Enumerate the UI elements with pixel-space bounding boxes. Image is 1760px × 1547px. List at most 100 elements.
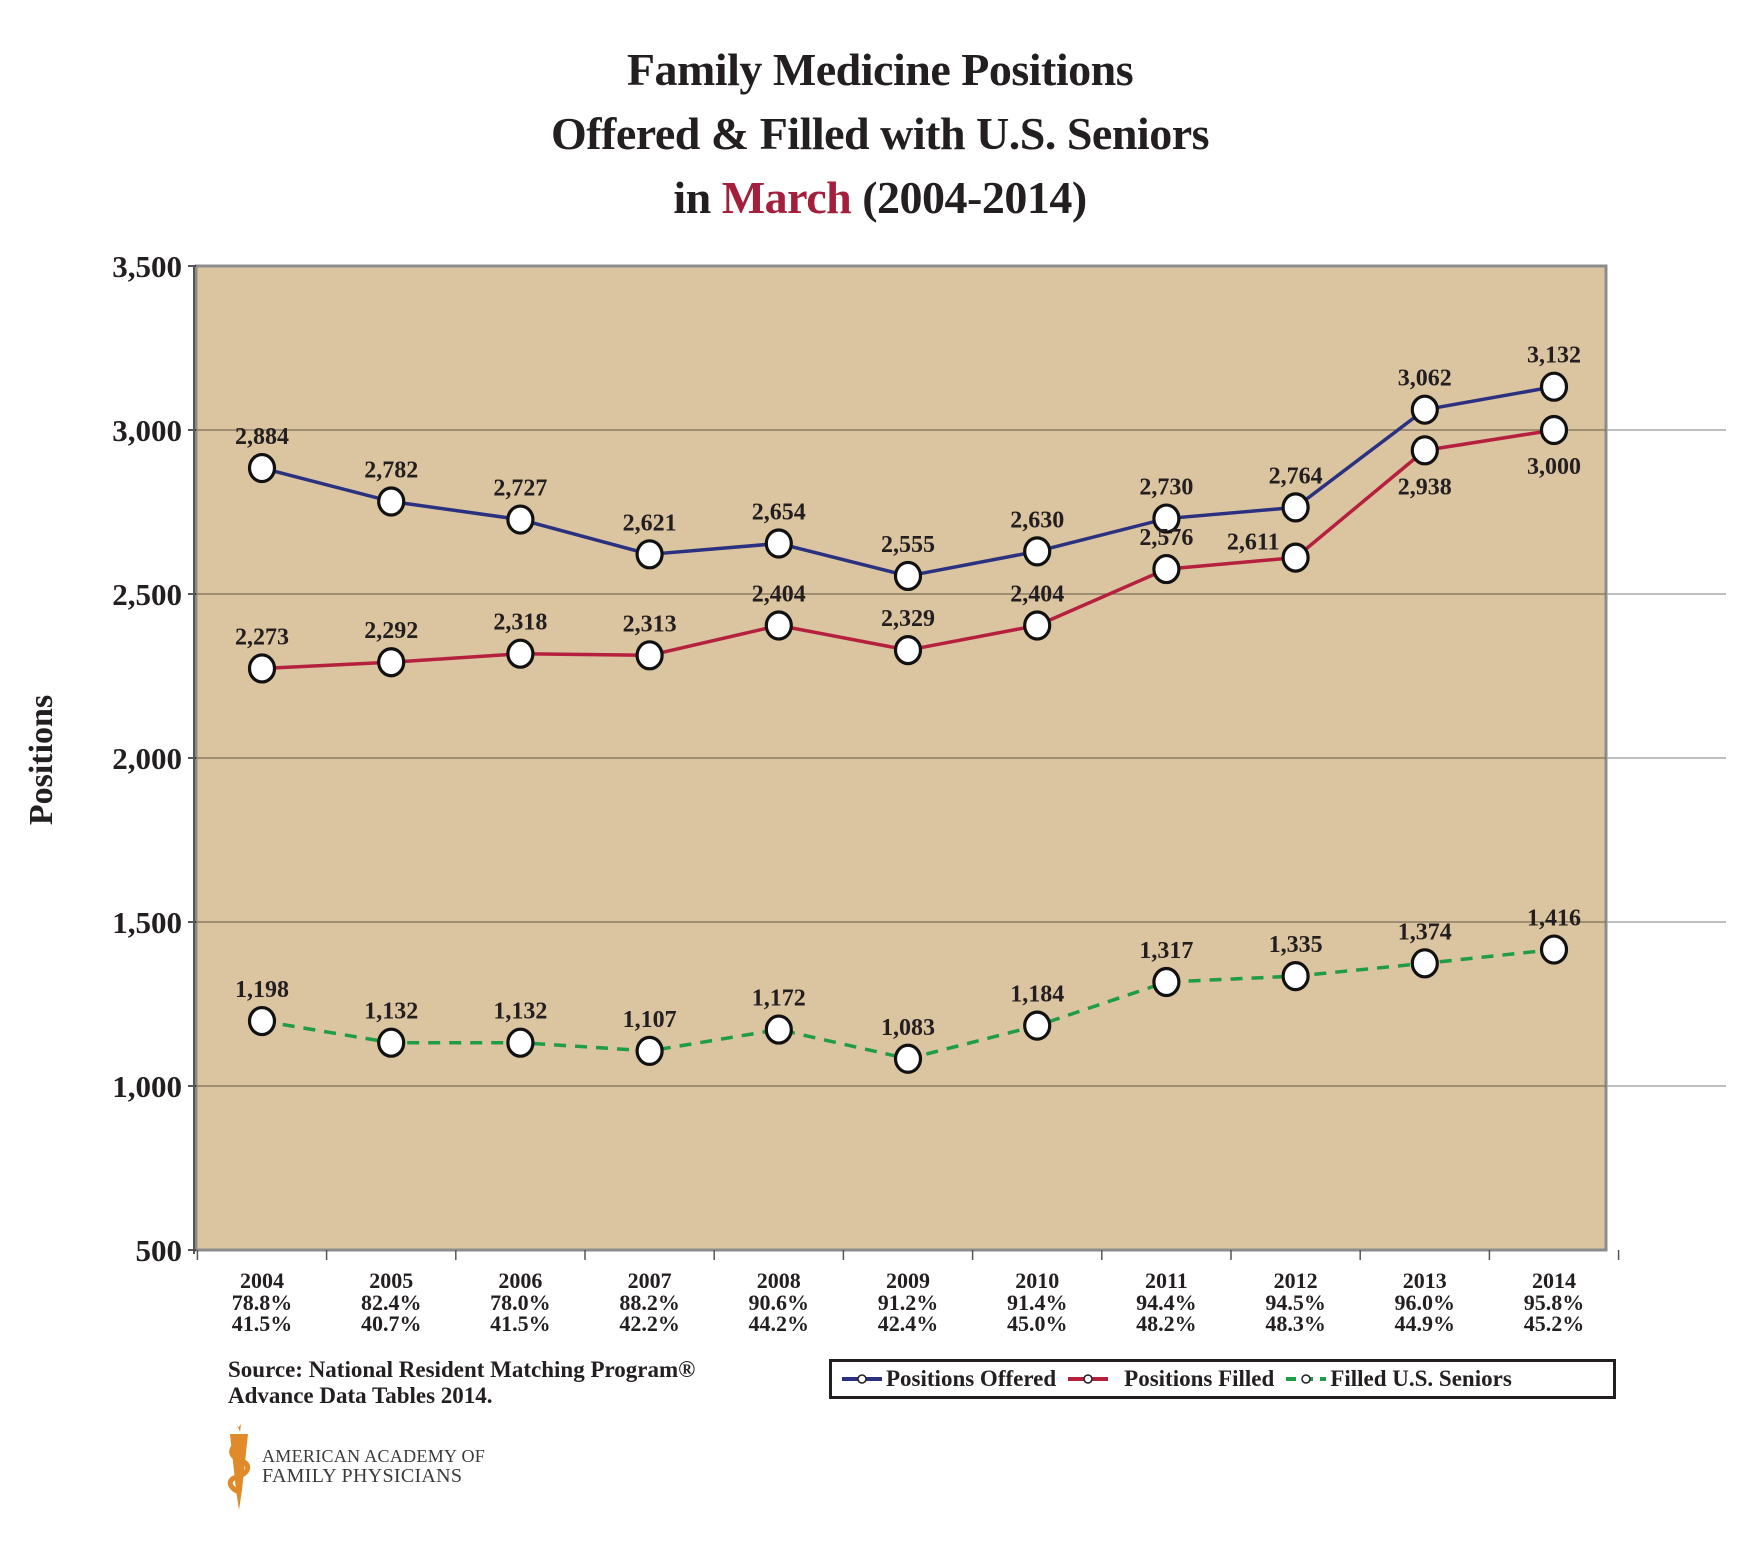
data-point	[1410, 435, 1439, 466]
data-point	[893, 634, 923, 666]
title-line-1: Family Medicine Positions	[626, 44, 1134, 95]
x-sublabel-senior-rate: 41.5%	[232, 1311, 293, 1336]
legend-item-positions-filled: Positions Filled	[1068, 1366, 1274, 1392]
data-point	[1152, 966, 1181, 998]
data-label: 2,404	[1010, 581, 1064, 607]
x-tick-label: 2014	[1532, 1268, 1576, 1293]
source-note: Source: National Resident Matching Progr…	[228, 1357, 695, 1409]
data-point	[764, 1014, 793, 1045]
x-tick-label: 2010	[1015, 1268, 1059, 1293]
y-tick-label: 3,500	[112, 249, 182, 284]
data-point	[1281, 542, 1310, 573]
data-label: 1,198	[235, 977, 289, 1003]
chart-legend: Positions Offered Positions Filled Fille…	[829, 1359, 1616, 1399]
data-point	[1539, 371, 1569, 402]
data-point	[635, 539, 664, 570]
title-line-2: Offered & Filled with U.S. Seniors	[550, 108, 1210, 159]
y-axis-title: Positions	[23, 695, 60, 825]
x-tick-label: 2006	[498, 1268, 542, 1293]
data-point	[1410, 948, 1439, 979]
data-point	[764, 610, 793, 641]
data-label: 2,764	[1269, 463, 1323, 489]
data-point	[635, 640, 664, 671]
x-sublabel-fill-rate: 88.2%	[619, 1290, 680, 1315]
data-label: 2,654	[752, 499, 806, 525]
data-point	[1281, 492, 1310, 523]
legend-item-positions-offered: Positions Offered	[842, 1366, 1056, 1392]
x-sublabel-fill-rate: 94.4%	[1136, 1290, 1197, 1315]
data-label: 2,730	[1139, 475, 1193, 501]
logo-text: AMERICAN ACADEMY OF FAMILY PHYSICIANS	[262, 1446, 485, 1486]
x-sublabel-senior-rate: 42.2%	[619, 1311, 680, 1336]
x-tick-label: 2007	[628, 1268, 672, 1293]
x-sublabel-senior-rate: 41.5%	[490, 1311, 551, 1336]
x-sublabel-fill-rate: 78.0%	[490, 1290, 551, 1315]
y-tick-label: 1,000	[112, 1069, 182, 1104]
logo-line-2: FAMILY PHYSICIANS	[262, 1465, 463, 1487]
data-point	[893, 560, 923, 592]
x-sublabel-senior-rate: 44.2%	[749, 1311, 810, 1336]
source-line-2: Advance Data Tables 2014.	[228, 1383, 493, 1408]
data-label: 1,374	[1398, 919, 1452, 945]
x-sublabel-senior-rate: 42.4%	[878, 1311, 939, 1336]
x-sublabel-fill-rate: 82.4%	[361, 1290, 422, 1315]
data-point	[1410, 394, 1439, 425]
data-label: 3,132	[1527, 343, 1581, 369]
legend-swatch-filled-icon	[1068, 1374, 1109, 1384]
data-point	[247, 653, 277, 684]
y-tick-label: 2,500	[112, 577, 182, 612]
data-label: 2,884	[235, 424, 289, 450]
data-point	[1152, 553, 1181, 585]
x-sublabel-fill-rate: 94.5%	[1265, 1290, 1326, 1315]
x-sublabel-fill-rate: 91.4%	[1007, 1290, 1068, 1315]
x-tick-label: 2005	[369, 1268, 413, 1293]
legend-swatch-seniors-icon	[1286, 1374, 1327, 1384]
data-label: 2,611	[1227, 530, 1280, 556]
data-label: 2,273	[235, 624, 289, 650]
data-point	[247, 1005, 277, 1037]
data-point	[1023, 536, 1052, 567]
data-point	[377, 1027, 406, 1058]
data-point	[377, 647, 406, 678]
data-label: 1,416	[1527, 906, 1581, 932]
legend-label: Positions Offered	[886, 1366, 1057, 1391]
x-sublabel-senior-rate: 45.2%	[1524, 1311, 1585, 1336]
x-tick-label: 2009	[886, 1268, 930, 1293]
data-label: 2,621	[623, 510, 677, 536]
title-accent-month: March	[721, 172, 852, 223]
y-tick-label: 1,500	[112, 905, 182, 940]
title-line-3: in March (2004-2014)	[0, 166, 1760, 230]
data-point	[1023, 1010, 1052, 1041]
aafp-logo: AMERICAN ACADEMY OF FAMILY PHYSICIANS	[224, 1420, 485, 1512]
x-sublabel-senior-rate: 40.7%	[361, 1311, 422, 1336]
x-sublabel-senior-rate: 44.9%	[1395, 1311, 1456, 1336]
data-point	[377, 486, 406, 517]
data-label: 2,318	[493, 610, 547, 636]
x-sublabel-fill-rate: 96.0%	[1395, 1290, 1456, 1315]
data-point	[1539, 934, 1569, 965]
data-point	[506, 1027, 535, 1058]
data-label: 2,555	[881, 532, 935, 558]
data-label: 2,404	[752, 581, 806, 607]
data-label: 1,107	[623, 1007, 677, 1033]
data-label: 1,335	[1269, 932, 1323, 958]
data-label: 2,313	[623, 611, 677, 637]
torch-caduceus-icon	[227, 1422, 251, 1510]
x-tick-label: 2011	[1145, 1268, 1188, 1293]
data-point	[1539, 414, 1569, 446]
legend-label: Filled U.S. Seniors	[1330, 1366, 1512, 1391]
x-tick-label: 2008	[757, 1268, 801, 1293]
data-label: 1,083	[881, 1015, 935, 1041]
x-tick-label: 2013	[1403, 1268, 1447, 1293]
data-label: 2,938	[1398, 474, 1452, 500]
source-line-1: Source: National Resident Matching Progr…	[228, 1357, 696, 1382]
y-tick-label: 500	[136, 1233, 183, 1268]
data-label: 2,292	[364, 618, 418, 644]
title-prefix: in	[673, 172, 722, 223]
legend-item-filled-us-seniors: Filled U.S. Seniors	[1286, 1366, 1512, 1392]
data-label: 2,782	[364, 458, 418, 484]
x-sublabel-fill-rate: 78.8%	[232, 1290, 293, 1315]
x-sublabel-fill-rate: 91.2%	[878, 1290, 939, 1315]
legend-label: Positions Filled	[1124, 1366, 1275, 1391]
